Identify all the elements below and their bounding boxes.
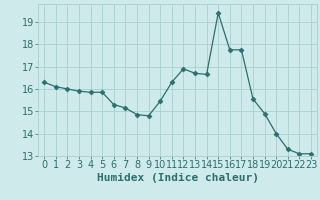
X-axis label: Humidex (Indice chaleur): Humidex (Indice chaleur) — [97, 173, 259, 183]
